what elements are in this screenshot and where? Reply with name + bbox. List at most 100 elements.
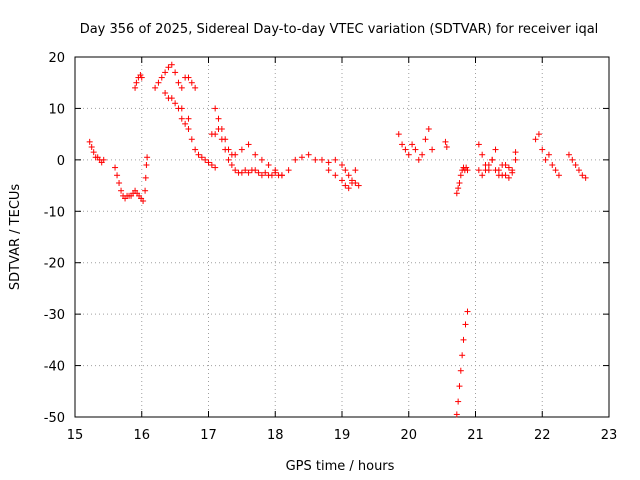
data-point: [100, 156, 107, 163]
data-point: [138, 74, 145, 81]
x-tick-label: 21: [467, 428, 484, 443]
data-point: [582, 174, 589, 181]
data-point: [88, 144, 95, 150]
data-point: [572, 162, 579, 168]
x-tick-label: 23: [601, 428, 618, 443]
data-point: [232, 151, 239, 158]
data-point: [492, 167, 499, 174]
data-point: [512, 156, 519, 163]
data-point: [178, 84, 185, 91]
data-point: [485, 162, 492, 168]
data-point: [228, 162, 235, 168]
data-point: [162, 69, 169, 76]
data-point: [298, 154, 305, 161]
data-point: [482, 167, 489, 174]
data-point: [132, 84, 139, 91]
data-point: [185, 115, 192, 122]
y-tick-label: 20: [48, 51, 65, 66]
data-point: [258, 156, 265, 163]
data-point: [492, 146, 499, 153]
data-point: [185, 74, 192, 81]
data-point: [349, 180, 356, 186]
data-point: [579, 172, 586, 179]
data-point: [222, 136, 229, 143]
data-point: [399, 141, 406, 148]
data-point: [415, 156, 422, 163]
data-point: [456, 180, 463, 186]
data-point: [172, 100, 179, 107]
data-point: [142, 174, 149, 181]
data-point: [457, 172, 464, 179]
data-point: [258, 172, 265, 179]
x-tick-label: 16: [133, 428, 150, 443]
data-point: [332, 172, 339, 179]
data-point: [212, 131, 219, 138]
data-point: [569, 156, 576, 163]
data-point: [172, 69, 179, 76]
data-point: [339, 162, 345, 168]
data-point: [215, 115, 222, 122]
data-point: [345, 185, 352, 192]
y-tick-label: -20: [44, 257, 65, 272]
data-point: [225, 156, 232, 163]
data-point: [339, 177, 345, 184]
data-point: [90, 149, 97, 156]
data-point: [475, 141, 482, 148]
data-point: [545, 151, 552, 158]
data-point: [152, 84, 159, 91]
data-point: [542, 156, 549, 163]
data-point: [155, 79, 162, 86]
chart-title: Day 356 of 2025, Sidereal Day-to-day VTE…: [80, 22, 599, 37]
data-point: [182, 120, 189, 127]
data-point: [178, 105, 185, 112]
data-point: [412, 146, 419, 153]
data-point: [116, 180, 123, 186]
x-tick-label: 19: [334, 428, 351, 443]
data-point: [395, 131, 402, 138]
data-point: [455, 398, 462, 405]
data-point: [552, 167, 559, 174]
data-point: [312, 156, 319, 163]
x-tick-label: 17: [200, 428, 217, 443]
data-point: [185, 126, 192, 132]
data-point: [539, 146, 546, 153]
data-point: [175, 79, 182, 86]
data-point: [422, 136, 429, 143]
data-point: [464, 167, 471, 174]
data-point: [555, 172, 562, 179]
data-point: [142, 187, 149, 194]
data-point: [419, 151, 426, 158]
data-point: [502, 172, 509, 179]
data-point: [325, 167, 332, 174]
data-point: [499, 162, 506, 168]
data-point: [425, 126, 432, 132]
data-point: [265, 162, 272, 168]
data-point: [505, 164, 512, 171]
data-point: [464, 308, 471, 315]
data-point: [325, 159, 332, 166]
data-point: [205, 159, 212, 166]
data-point: [512, 149, 519, 156]
data-point: [165, 64, 172, 71]
data-point: [292, 156, 299, 163]
data-point: [549, 162, 556, 168]
data-point: [192, 84, 199, 91]
data-point: [505, 174, 512, 181]
data-point: [158, 74, 165, 81]
data-point: [178, 115, 185, 122]
data-point: [188, 136, 195, 143]
data-point: [118, 187, 125, 194]
data-point: [475, 167, 482, 174]
data-point: [457, 367, 464, 374]
data-point: [144, 154, 151, 161]
x-tick-label: 20: [400, 428, 417, 443]
data-point: [285, 167, 292, 174]
data-point: [238, 146, 245, 153]
data-point: [495, 172, 502, 179]
data-point: [402, 146, 409, 153]
data-point: [192, 146, 199, 153]
data-point: [453, 411, 460, 418]
data-point: [232, 167, 239, 174]
axis-ticks: 15 16 17 18 19 20 21 22 23 -50 -40 -30 -20 -10 0 10 20: [44, 51, 618, 443]
